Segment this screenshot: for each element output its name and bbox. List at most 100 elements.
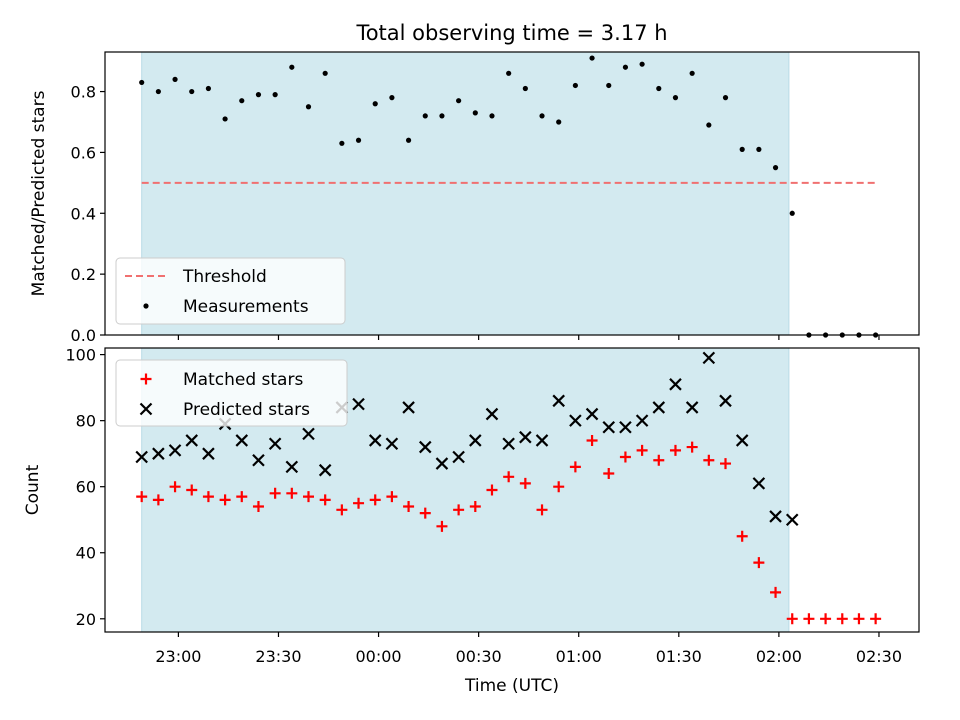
- bottom-series-1-point-26: [569, 414, 582, 427]
- top-series-0-point-19: [456, 98, 462, 104]
- bottom-series-1-point-17: [418, 440, 432, 454]
- bottom-y-tick-label-4: 100: [65, 346, 96, 365]
- top-series-0-point-33: [689, 70, 695, 76]
- x-tick-label-0: 23:00: [155, 647, 201, 666]
- bottom-series-0-point-33: [686, 441, 698, 453]
- bottom-series-0-point-35: [720, 458, 732, 470]
- x-tick-label-7: 02:30: [856, 647, 902, 666]
- bottom-series-1-point-8: [268, 437, 282, 451]
- bottom-y-tick-label-2: 60: [76, 478, 96, 497]
- bottom-series-0-point-25: [553, 481, 565, 493]
- top-series-0-point-8: [272, 92, 278, 98]
- top-y-tick-label-2: 0.4: [71, 204, 96, 223]
- bottom-series-0-point-41: [820, 613, 832, 625]
- top-y-tick-label-4: 0.8: [71, 83, 96, 102]
- top-series-0-point-7: [255, 92, 262, 98]
- bottom-series-0-point-12: [336, 504, 348, 516]
- top-series-0-point-25: [556, 119, 562, 125]
- top-series-0-point-28: [606, 82, 612, 89]
- top-series-0-point-18: [439, 113, 445, 119]
- bottom-series-0-point-24: [536, 504, 548, 516]
- top-y-axis-label: Matched/Predicted stars: [29, 90, 49, 296]
- bottom-series-0-point-38: [770, 586, 782, 598]
- bottom-series-0-point-14: [369, 494, 381, 506]
- chart-title: Total observing time = 3.17 h: [355, 21, 667, 45]
- top-series-0-point-2: [172, 76, 178, 82]
- bottom-legend: Matched stars Predicted stars: [115, 359, 348, 427]
- bottom-series-0-point-5: [219, 494, 231, 506]
- bottom-series-1-point-23: [519, 430, 532, 444]
- bottom-series-0-point-9: [286, 487, 298, 499]
- bottom-series-0-point-22: [503, 471, 515, 483]
- bottom-series-0-point-28: [603, 467, 615, 479]
- top-series-0-point-30: [639, 61, 645, 67]
- bottom-series-0-point-3: [186, 484, 198, 496]
- bottom-series-1-point-22: [502, 437, 515, 451]
- bottom-series-0-point-44: [870, 613, 882, 625]
- top-series-0-point-3: [189, 88, 195, 95]
- bottom-series-0-point-11: [319, 494, 331, 506]
- bottom-series-0-point-27: [586, 434, 598, 446]
- bottom-series-1-point-35: [719, 394, 732, 408]
- bottom-series-0-point-31: [653, 454, 665, 466]
- bottom-series-0-point-36: [736, 530, 748, 542]
- bottom-series-1-point-37: [752, 477, 766, 490]
- bottom-series-1-point-7: [252, 454, 265, 467]
- legend-matched-label: Matched stars: [183, 370, 303, 390]
- bottom-series-0-point-10: [303, 491, 314, 503]
- top-series-0-point-38: [772, 165, 779, 171]
- top-series-0-point-37: [756, 146, 762, 152]
- bottom-panel: 20 40 60 80 100 Count 23:00 23:30 00:00 00:30 01:0…: [23, 346, 920, 666]
- bottom-y-tick-label-0: 20: [76, 610, 96, 629]
- bottom-series-1-point-15: [385, 437, 399, 451]
- bottom-series-1-point-19: [452, 450, 465, 464]
- x-tick-label-6: 02:00: [756, 647, 802, 666]
- bottom-series-1-point-9: [285, 460, 299, 474]
- bottom-y-axis-label: Count: [23, 464, 43, 515]
- bottom-series-0-point-32: [669, 444, 681, 456]
- top-axes-frame: [104, 51, 920, 336]
- top-series-0-point-31: [656, 85, 662, 92]
- top-panel: 0.0 0.2 0.4 0.6 0.8 Matched/Predicted stars Th…: [29, 51, 920, 345]
- top-series-0-point-11: [322, 70, 328, 76]
- bottom-series-1-point-30: [635, 414, 649, 427]
- top-series-0-point-13: [355, 137, 362, 143]
- bottom-series-0-point-20: [469, 501, 481, 513]
- top-y-tick-label-3: 0.6: [71, 143, 96, 162]
- bottom-series-1-point-0: [135, 450, 148, 464]
- bottom-series-1-point-24: [535, 434, 549, 447]
- top-series-0-point-10: [305, 104, 312, 110]
- bottom-series-0-point-26: [569, 461, 581, 473]
- top-series-0-point-1: [155, 88, 161, 95]
- bottom-series-0-point-21: [486, 484, 498, 496]
- bottom-series-1-point-36: [735, 434, 749, 447]
- bottom-y-tick-label-1: 40: [76, 544, 96, 563]
- bottom-series-1-point-39: [785, 513, 799, 526]
- bottom-series-0-point-30: [636, 444, 648, 456]
- bottom-series-1-point-16: [402, 401, 415, 414]
- top-series-0-point-0: [139, 79, 145, 86]
- bottom-series-0-point-39: [786, 613, 798, 625]
- bottom-series-1-point-6: [235, 434, 249, 447]
- bottom-series-0-point-15: [386, 491, 398, 503]
- top-series-0-point-23: [522, 85, 528, 92]
- bottom-series-0-point-43: [853, 613, 865, 625]
- bottom-series-1-point-21: [485, 407, 499, 421]
- top-series-0-point-22: [506, 70, 512, 76]
- bottom-axes-frame: [104, 347, 920, 633]
- top-series-0-point-35: [722, 95, 729, 101]
- bottom-series-1-point-27: [585, 407, 599, 421]
- top-series-0-point-14: [372, 101, 378, 107]
- bottom-series-0-point-6: [236, 491, 248, 503]
- bottom-series-0-point-16: [403, 501, 415, 513]
- bottom-series-0-point-19: [453, 504, 465, 516]
- bottom-series-0-point-18: [436, 520, 448, 532]
- bottom-series-1-point-11: [318, 463, 332, 477]
- bottom-series-1-point-38: [769, 510, 782, 523]
- bottom-series-1-point-28: [602, 420, 616, 434]
- bottom-x-axis-label: Time (UTC): [464, 676, 559, 696]
- legend-threshold-label: Threshold: [182, 267, 267, 287]
- bottom-series-0-point-8: [269, 487, 281, 499]
- top-series-0-point-6: [239, 98, 245, 104]
- bottom-series-1-point-4: [202, 447, 215, 460]
